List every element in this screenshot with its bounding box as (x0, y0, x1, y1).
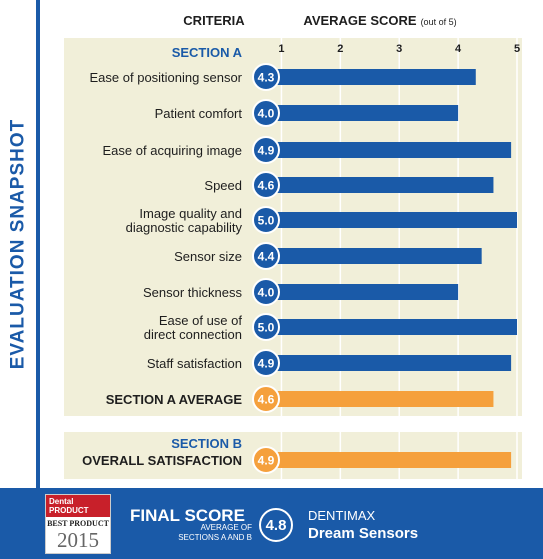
criteria-1-7-badge (252, 278, 280, 306)
criteria-1-8-badge-label: 5.0 (258, 321, 275, 335)
criteria-1-4-badge (252, 171, 280, 199)
criteria-1-2-label-line: Patient comfort (155, 106, 243, 121)
logo-top: Dental PRODUCT (46, 495, 110, 517)
criteria-1-9-badge (252, 349, 280, 377)
criteria-1-7-bar (266, 284, 459, 300)
average-1-10-badge-label: 4.6 (258, 393, 275, 407)
side-rule (36, 0, 40, 488)
average-2-1-bar (266, 452, 512, 468)
final-score-badge: 4.8 (259, 508, 293, 542)
final-score-label: FINAL SCORE (130, 506, 245, 525)
criteria-1-8-badge (252, 313, 280, 341)
logo-line2: PRODUCT (49, 506, 89, 515)
criteria-1-2-bar (266, 105, 459, 121)
product-name: Dream Sensors (308, 525, 419, 542)
tick-label-2: 2 (337, 43, 343, 55)
criteria-1-6-bar (266, 248, 482, 264)
average-score-header-main: AVERAGE SCORE (303, 13, 416, 28)
brand-name: DENTIMAX (308, 508, 376, 523)
chart-body: SECTION A 1 2 3 4 5 Ease of positioning sensor… (64, 38, 522, 479)
average-2-1-badge (252, 446, 280, 474)
criteria-1-8-bar (266, 319, 517, 335)
logo-line4: BEST PRODUCT (47, 519, 109, 528)
logo-year: 2015 (57, 528, 99, 552)
final-score-sub1: AVERAGE OF (200, 523, 252, 532)
section-header-2: SECTION B (171, 436, 242, 451)
criteria-1-7-badge-label: 4.0 (258, 286, 275, 300)
criteria-1-9-label: Staff satisfaction (147, 356, 242, 371)
criteria-header: CRITERIA (183, 13, 245, 28)
score-chart: CRITERIA AVERAGE SCORE (out of 5) SECTION… (64, 13, 522, 479)
criteria-1-9-badge-label: 4.9 (258, 357, 275, 371)
tick-label-1: 1 (278, 43, 284, 55)
criteria-1-1-bar (266, 69, 476, 85)
criteria-1-5-badge (252, 206, 280, 234)
criteria-1-4-badge-label: 4.6 (258, 179, 275, 193)
criteria-1-6-label-line: Sensor size (174, 249, 242, 264)
criteria-1-8-label-line: direct connection (144, 327, 242, 342)
logo-line1: Dental (49, 497, 74, 506)
criteria-1-2-badge-label: 4.0 (258, 107, 275, 121)
criteria-1-1-label: Ease of positioning sensor (90, 70, 243, 85)
criteria-1-5-label-line: diagnostic capability (126, 220, 243, 235)
tick-label-4: 4 (455, 43, 462, 55)
criteria-1-5-label-line: Image quality and (139, 206, 242, 221)
average-1-10-badge (252, 385, 280, 413)
criteria-1-3-bar (266, 142, 512, 158)
footer-bar: Dental PRODUCT BEST PRODUCT 2015 FINAL S… (0, 488, 543, 559)
criteria-1-6-label: Sensor size (174, 249, 242, 264)
criteria-1-6-badge (252, 242, 280, 270)
average-2-1-label-line: OVERALL SATISFACTION (82, 453, 242, 468)
criteria-1-3-badge (252, 136, 280, 164)
criteria-1-4-bar (266, 177, 494, 193)
criteria-1-1-badge-label: 4.3 (258, 71, 275, 85)
average-2-1-badge-label: 4.9 (258, 454, 275, 468)
criteria-1-2-label: Patient comfort (155, 106, 243, 121)
criteria-1-7-label-line: Sensor thickness (143, 285, 242, 300)
criteria-1-7-label: Sensor thickness (143, 285, 242, 300)
average-1-10-label: SECTION A AVERAGE (106, 392, 243, 407)
criteria-1-5-label: Image quality and diagnostic capability (126, 206, 243, 235)
criteria-1-9-label-line: Staff satisfaction (147, 356, 242, 371)
section-header-1: SECTION A (172, 45, 243, 60)
criteria-1-5-bar (266, 212, 517, 228)
average-1-10-label-line: SECTION A AVERAGE (106, 392, 243, 407)
final-score-sub: AVERAGE OF SECTIONS A AND B (130, 523, 252, 543)
average-1-10-bar (266, 391, 494, 407)
criteria-1-8-label-line: Ease of use of (159, 313, 242, 328)
criteria-1-5-badge-label: 5.0 (258, 214, 275, 228)
tick-label-5: 5 (514, 43, 520, 55)
criteria-1-3-badge-label: 4.9 (258, 144, 275, 158)
criteria-1-1-badge (252, 63, 280, 91)
criteria-1-9-bar (266, 355, 512, 371)
criteria-1-2-badge (252, 99, 280, 127)
criteria-1-1-label-line: Ease of positioning sensor (90, 70, 243, 85)
criteria-1-6-badge-label: 4.4 (258, 250, 275, 264)
average-score-header-suffix: (out of 5) (421, 17, 457, 27)
criteria-1-8-label: Ease of use of direct connection (144, 313, 243, 342)
average-score-header: AVERAGE SCORE (out of 5) (303, 13, 456, 28)
average-2-1-label: OVERALL SATISFACTION (82, 453, 242, 468)
criteria-1-3-label-line: Ease of acquiring image (103, 143, 242, 158)
criteria-1-4-label: Speed (204, 178, 242, 193)
criteria-1-4-label-line: Speed (204, 178, 242, 193)
final-score-sub2: SECTIONS A AND B (178, 533, 252, 542)
best-product-logo: Dental PRODUCT BEST PRODUCT 2015 (45, 494, 111, 554)
tick-label-3: 3 (396, 43, 402, 55)
criteria-1-3-label: Ease of acquiring image (103, 143, 242, 158)
